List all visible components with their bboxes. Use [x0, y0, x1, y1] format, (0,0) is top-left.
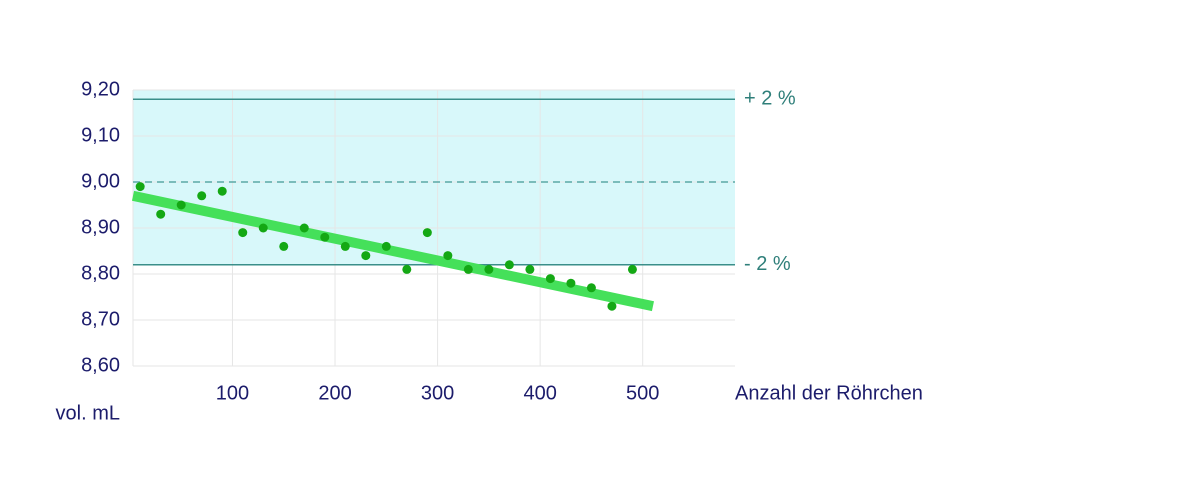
x-tick-label: 400	[523, 382, 556, 404]
data-point	[422, 228, 432, 238]
y-tick-label: 9,20	[81, 78, 120, 100]
reference-label: + 2 %	[744, 87, 796, 109]
x-tick-label: 500	[626, 382, 659, 404]
y-tick-label: 8,60	[81, 354, 120, 376]
x-tick-label: 200	[318, 382, 351, 404]
y-tick-label: 8,80	[81, 262, 120, 284]
x-tick-label: 100	[216, 382, 249, 404]
data-point	[156, 209, 166, 219]
y-tick-label: 8,90	[81, 216, 120, 238]
data-point	[525, 264, 535, 274]
data-point	[463, 264, 473, 274]
x-axis-label: Anzahl der Röhrchen	[735, 382, 923, 404]
data-point	[504, 260, 514, 270]
tolerance-band	[133, 90, 735, 265]
data-point	[443, 251, 453, 261]
x-tick-label: 300	[421, 382, 454, 404]
reference-label: - 2 %	[744, 253, 791, 275]
y-tick-label: 9,10	[81, 124, 120, 146]
data-point	[545, 274, 555, 284]
y-axis-label: vol. mL	[56, 402, 120, 424]
data-point	[566, 278, 576, 288]
data-point	[381, 241, 391, 251]
data-point	[197, 191, 207, 201]
data-point	[320, 232, 330, 242]
data-point	[607, 301, 617, 311]
data-point	[217, 186, 227, 196]
y-tick-label: 9,00	[81, 170, 120, 192]
data-point	[627, 264, 637, 274]
data-point	[402, 264, 412, 274]
data-point	[586, 283, 596, 293]
data-point	[340, 241, 350, 251]
y-tick-label: 8,70	[81, 308, 120, 330]
data-point	[299, 223, 309, 233]
data-point	[279, 241, 289, 251]
data-point	[238, 228, 248, 238]
data-point	[135, 182, 145, 192]
data-point	[258, 223, 268, 233]
trend-line	[131, 190, 654, 312]
data-point	[484, 264, 494, 274]
data-point	[361, 251, 371, 261]
data-point	[176, 200, 186, 210]
